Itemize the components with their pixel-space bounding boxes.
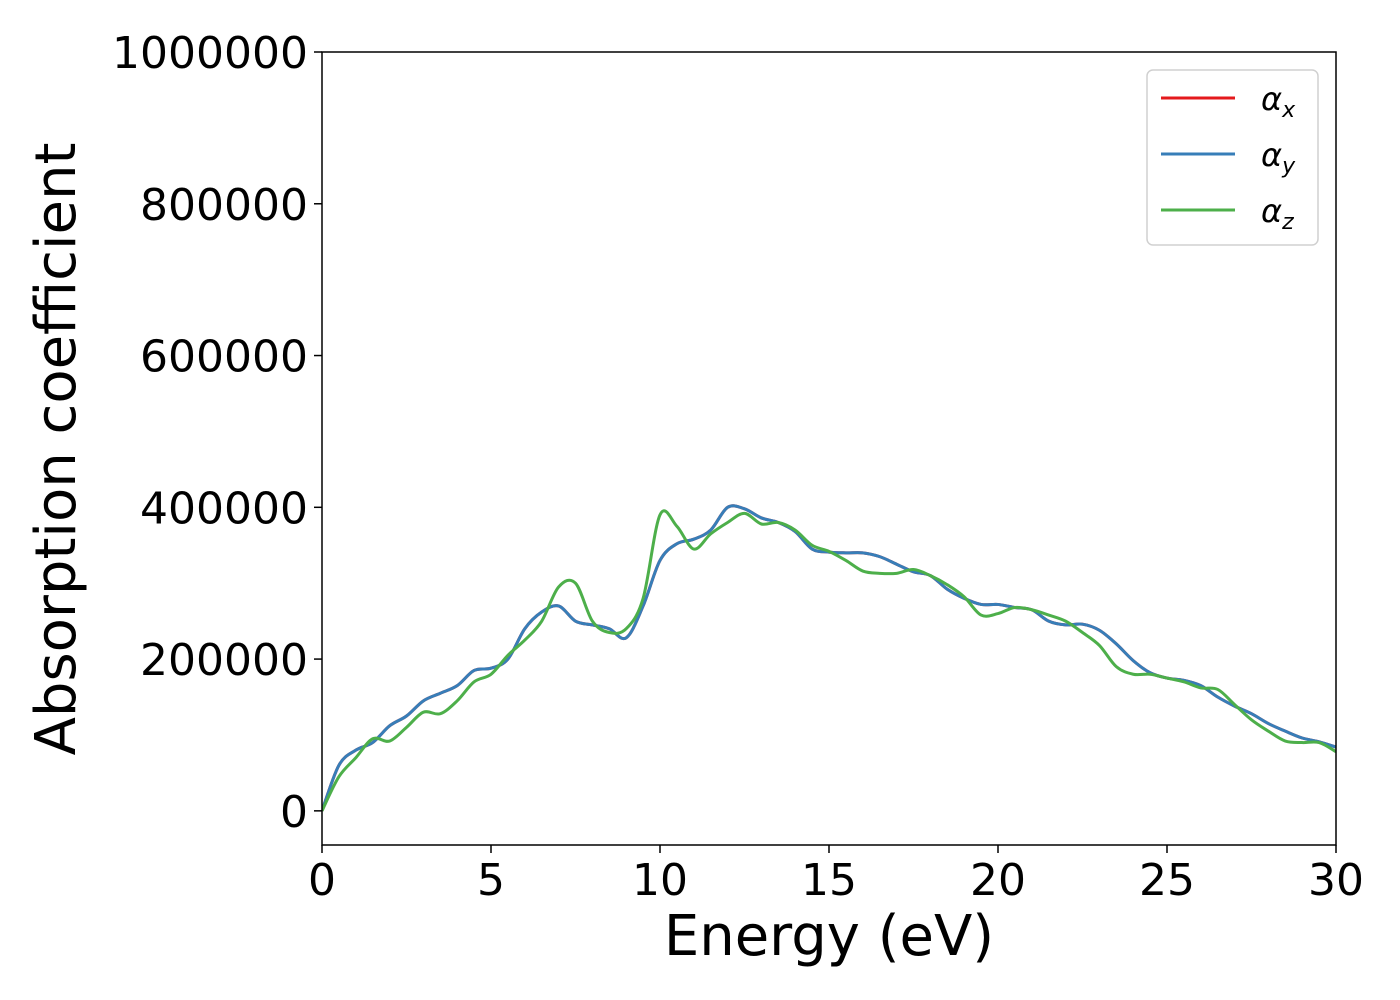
y-axis-label: Absorption coefficient (24, 143, 89, 756)
x-axis-label: Energy (eV) (664, 904, 994, 969)
x-tick-label: 20 (970, 855, 1026, 906)
x-tick-label: 25 (1139, 855, 1195, 906)
legend-label-x: αx (1261, 80, 1296, 123)
y-tick-label: 0 (280, 787, 308, 838)
y-tick-label: 600000 (140, 332, 308, 383)
series-line-z (322, 509, 1336, 812)
y-tick-label: 800000 (140, 180, 308, 231)
y-tick-label: 400000 (140, 483, 308, 534)
y-axis-ticks: 0 200000 400000 600000 800000 1000000 (112, 28, 322, 838)
legend-label-y: αy (1261, 136, 1296, 179)
legend-box (1146, 69, 1319, 246)
x-tick-label: 0 (308, 855, 336, 906)
x-tick-label: 5 (477, 855, 505, 906)
x-axis-ticks: 0 5 10 15 20 25 30 (308, 845, 1364, 906)
x-tick-label: 10 (632, 855, 688, 906)
y-tick-label: 1000000 (112, 28, 308, 79)
x-tick-label: 15 (801, 855, 857, 906)
x-tick-label: 30 (1308, 855, 1364, 906)
series-layer (322, 504, 1336, 812)
y-tick-label: 200000 (140, 635, 308, 686)
